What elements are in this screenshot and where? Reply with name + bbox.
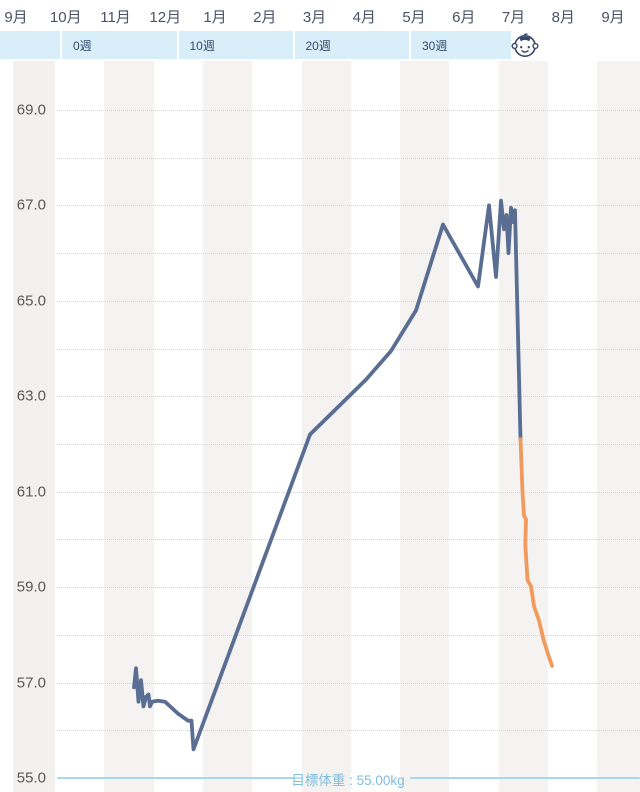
pregnancy-week-band: 0週 10週 20週 30週 (0, 31, 640, 59)
gridline (57, 205, 640, 207)
y-tick-label: 61.0 (16, 483, 46, 501)
month-label: 12月 (149, 9, 182, 26)
month-label: 3月 (302, 9, 327, 26)
chart-plot-area[interactable]: 69.0 67.0 65.0 63.0 61.0 59.0 57.0 55.0 目標体重 : … (0, 61, 640, 792)
week-label: 10週 (189, 38, 215, 53)
month-axis: 9月 10月 11月 12月 1月 2月 3月 4月 5月 6月 7月 8月 9月 (0, 0, 640, 31)
gridline (57, 682, 640, 684)
gridline (57, 110, 640, 111)
gridline (57, 253, 640, 255)
week-label: 30週 (422, 38, 448, 53)
y-tick-label: 57.0 (16, 674, 46, 692)
week-segment (0, 31, 62, 59)
target-weight-label: 目標体重 : 55.00kg (291, 773, 405, 788)
y-tick-label: 63.0 (16, 387, 46, 405)
target-weight-line (57, 777, 295, 779)
month-label: 7月 (501, 9, 526, 26)
week-segment: 0週 (62, 31, 179, 59)
gridline (57, 157, 640, 159)
month-stripe (597, 61, 640, 792)
week-label: 20週 (305, 38, 331, 53)
gridline (57, 491, 640, 493)
week-segment: 30週 (411, 31, 511, 59)
month-label: 9月 (4, 9, 28, 26)
month-stripe (548, 61, 598, 792)
month-label: 6月 (452, 9, 476, 26)
y-tick-label: 65.0 (16, 292, 46, 310)
month-label: 9月 (601, 9, 625, 26)
gridline (57, 444, 640, 445)
gridline (57, 587, 640, 589)
month-label: 10月 (49, 9, 82, 26)
y-tick-label: 55.0 (16, 769, 46, 787)
target-weight-line (410, 777, 640, 779)
y-tick-label: 69.0 (16, 101, 46, 119)
month-label: 8月 (551, 9, 575, 26)
week-segment: 10週 (178, 31, 295, 59)
week-label: 0週 (73, 38, 92, 53)
month-label: 4月 (352, 9, 376, 26)
baby-face-icon (511, 33, 539, 57)
gridline (57, 539, 640, 541)
gridline (57, 730, 640, 732)
y-tick-label: 59.0 (16, 578, 46, 596)
month-label: 1月 (203, 9, 227, 26)
month-label: 11月 (100, 9, 131, 26)
y-axis-label-column (13, 61, 55, 792)
month-label: 5月 (402, 9, 426, 26)
month-stripe (55, 61, 105, 792)
gridline (57, 348, 640, 350)
gridline (57, 396, 640, 398)
y-tick-label: 67.0 (16, 196, 46, 214)
gridline (57, 300, 640, 302)
week-segment: 20週 (294, 31, 411, 59)
gridline (57, 634, 640, 636)
month-label: 2月 (253, 9, 277, 26)
